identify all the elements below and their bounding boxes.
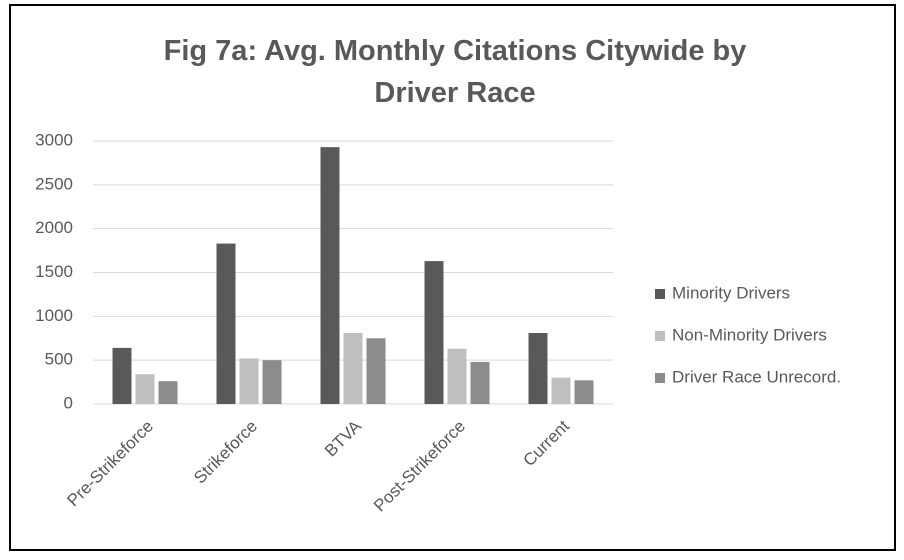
bar bbox=[574, 380, 594, 404]
bar bbox=[135, 374, 155, 404]
y-tick-label: 3000 bbox=[35, 130, 73, 149]
y-tick-label: 2500 bbox=[35, 174, 73, 193]
legend-swatch bbox=[655, 373, 665, 383]
bar bbox=[470, 361, 490, 404]
bar bbox=[320, 147, 340, 405]
y-tick-label: 0 bbox=[64, 393, 73, 412]
bar bbox=[424, 261, 444, 404]
chart-border bbox=[9, 4, 896, 551]
bar bbox=[262, 360, 282, 404]
bar bbox=[112, 347, 132, 404]
legend-label: Driver Race Unrecord. bbox=[672, 367, 841, 386]
legend-swatch bbox=[655, 331, 665, 341]
bar bbox=[158, 381, 178, 404]
y-tick-label: 500 bbox=[45, 350, 73, 369]
legend-label: Non-Minority Drivers bbox=[672, 325, 827, 344]
legend-label: Minority Drivers bbox=[672, 283, 790, 302]
y-tick-label: 1000 bbox=[35, 306, 73, 325]
bar bbox=[551, 377, 571, 404]
bar bbox=[239, 358, 259, 404]
y-tick-label: 1500 bbox=[35, 262, 73, 281]
bar bbox=[366, 338, 386, 404]
bar bbox=[216, 243, 236, 404]
chart-title: Fig 7a: Avg. Monthly Citations Citywide … bbox=[163, 35, 747, 109]
y-tick-label: 2000 bbox=[35, 218, 73, 237]
bar bbox=[343, 332, 363, 404]
legend-swatch bbox=[655, 289, 665, 299]
bar bbox=[447, 348, 467, 404]
bar bbox=[528, 332, 548, 404]
